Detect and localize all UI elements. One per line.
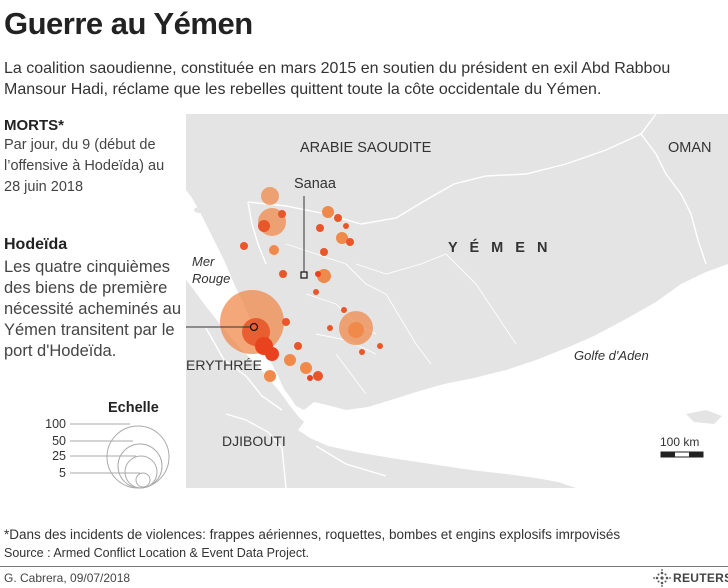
bubble (341, 307, 347, 313)
africa-landmass (186, 280, 576, 488)
scale-legend-title: Echelle (108, 400, 159, 416)
bubble (269, 245, 279, 255)
page-title: Guerre au Yémen (4, 6, 253, 41)
bubble (322, 206, 334, 218)
bubble (348, 322, 364, 338)
bubble (294, 342, 302, 350)
hodeida-description: Les quatre cinquièmes des biens de premi… (4, 258, 182, 360)
scale-circle-25 (124, 455, 158, 489)
morts-description: Par jour, du 9 (début de l’offensive à H… (4, 137, 165, 195)
bubble (284, 354, 296, 366)
bubble (264, 370, 276, 382)
source: Source : Armed Conflict Location & Event… (4, 546, 310, 560)
scale-bar-label: 100 km (660, 435, 699, 449)
label-red-sea-1: Mer (192, 254, 215, 269)
arabia-landmass (186, 114, 728, 410)
bubble (265, 347, 279, 361)
reuters-logo-icon (653, 569, 671, 587)
scale-legend: 100 50 25 5 (45, 417, 170, 489)
label-oman: OMAN (668, 140, 712, 156)
credit: G. Cabrera, 09/07/2018 (4, 571, 131, 585)
scale-value-50: 50 (52, 434, 66, 448)
label-sanaa: Sanaa (294, 176, 337, 192)
bubble (359, 349, 365, 355)
label-saudi-arabia: ARABIE SAOUDITE (300, 140, 432, 156)
bubble (279, 270, 287, 278)
subtitle: La coalition saoudienne, constituée en m… (4, 60, 671, 98)
scale-bar: 100 km (660, 435, 704, 458)
bubble (315, 271, 321, 277)
yemen-map: ARABIE SAOUDITE OMAN Y É M E N Sanaa ERY… (186, 114, 728, 488)
bubble (377, 343, 383, 349)
label-yemen: Y É M E N (448, 239, 551, 256)
bubble (313, 289, 319, 295)
bubble (261, 187, 279, 205)
bubble (327, 325, 333, 331)
label-djibouti: DJIBOUTI (222, 433, 286, 449)
morts-label: MORTS* (4, 117, 64, 134)
scale-value-100: 100 (45, 417, 66, 431)
bubble (240, 242, 248, 250)
reuters-logo-text: REUTERS (673, 571, 728, 585)
bubble (278, 210, 286, 218)
bubble (313, 371, 323, 381)
bubble (258, 220, 270, 232)
bubble (334, 214, 342, 222)
bubble (307, 375, 313, 381)
hodeida-marker (249, 322, 259, 332)
label-eritrea: ERYTHRÉE (186, 357, 262, 373)
bubble (300, 362, 312, 374)
footer-divider (0, 566, 728, 567)
footnote: *Dans des incidents de violences: frappe… (4, 527, 621, 542)
bubble (282, 318, 290, 326)
bubble (316, 224, 324, 232)
label-red-sea-2: Rouge (192, 271, 230, 286)
bubble (336, 232, 348, 244)
label-gulf-of-aden: Golfe d'Aden (574, 348, 649, 363)
scale-value-25: 25 (52, 449, 66, 463)
scale-value-5: 5 (59, 466, 66, 480)
bubble (346, 238, 354, 246)
bubble (320, 248, 328, 256)
bubble (343, 223, 349, 229)
scale-circle-5 (135, 472, 151, 488)
hodeida-label: Hodeïda (4, 236, 68, 253)
casualty-bubbles (220, 187, 383, 382)
